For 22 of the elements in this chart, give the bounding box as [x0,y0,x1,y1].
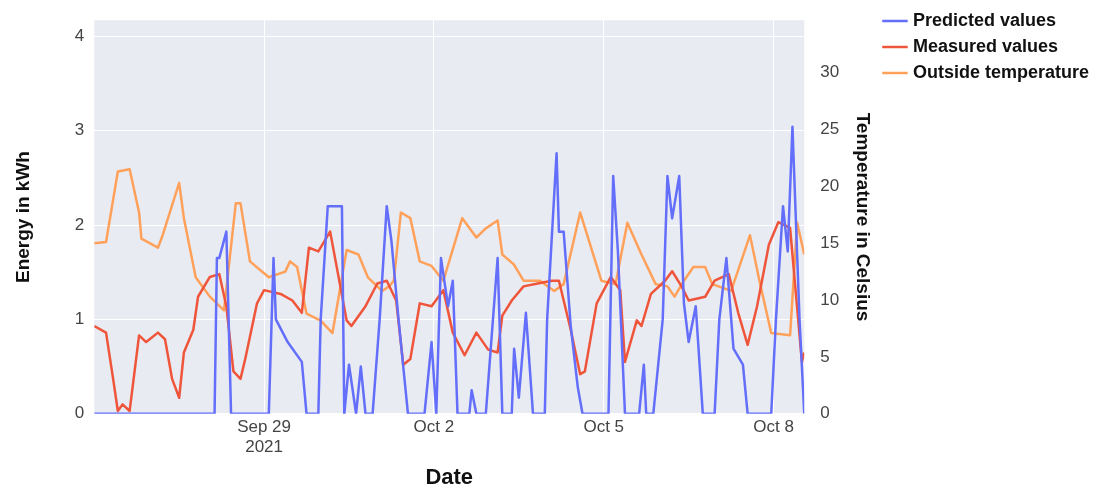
y2-tick-label: 20 [820,175,840,195]
y-axis-title: Energy in kWh [11,151,33,283]
y2-axis-title: Temperature in Celsius [853,112,875,322]
x-tick-label: Oct 5 [583,416,625,436]
x-tick-label: Oct 8 [753,416,794,436]
y-tick-label: 0 [74,403,85,423]
x-tick-label: Oct 2 [413,416,455,436]
x-tick-label: Sep 29 2021 [237,416,292,457]
y-tick-label: 4 [74,25,85,45]
y-tick-label: 3 [74,120,85,140]
legend-label: Measured values [912,35,1059,56]
y2-tick-label: 15 [820,232,840,252]
legend-label: Outside temperature [912,61,1089,82]
y2-tick-label: 30 [820,62,840,82]
y2-tick-label: 5 [820,346,830,366]
y2-tick-label: 0 [820,403,830,423]
legend-label: Predicted values [912,9,1057,30]
y-tick-label: 2 [74,214,85,234]
x-axis-title: Date [425,463,474,489]
y-tick-label: 1 [74,309,85,329]
y2-tick-label: 25 [820,119,840,139]
y2-tick-label: 10 [820,289,840,309]
